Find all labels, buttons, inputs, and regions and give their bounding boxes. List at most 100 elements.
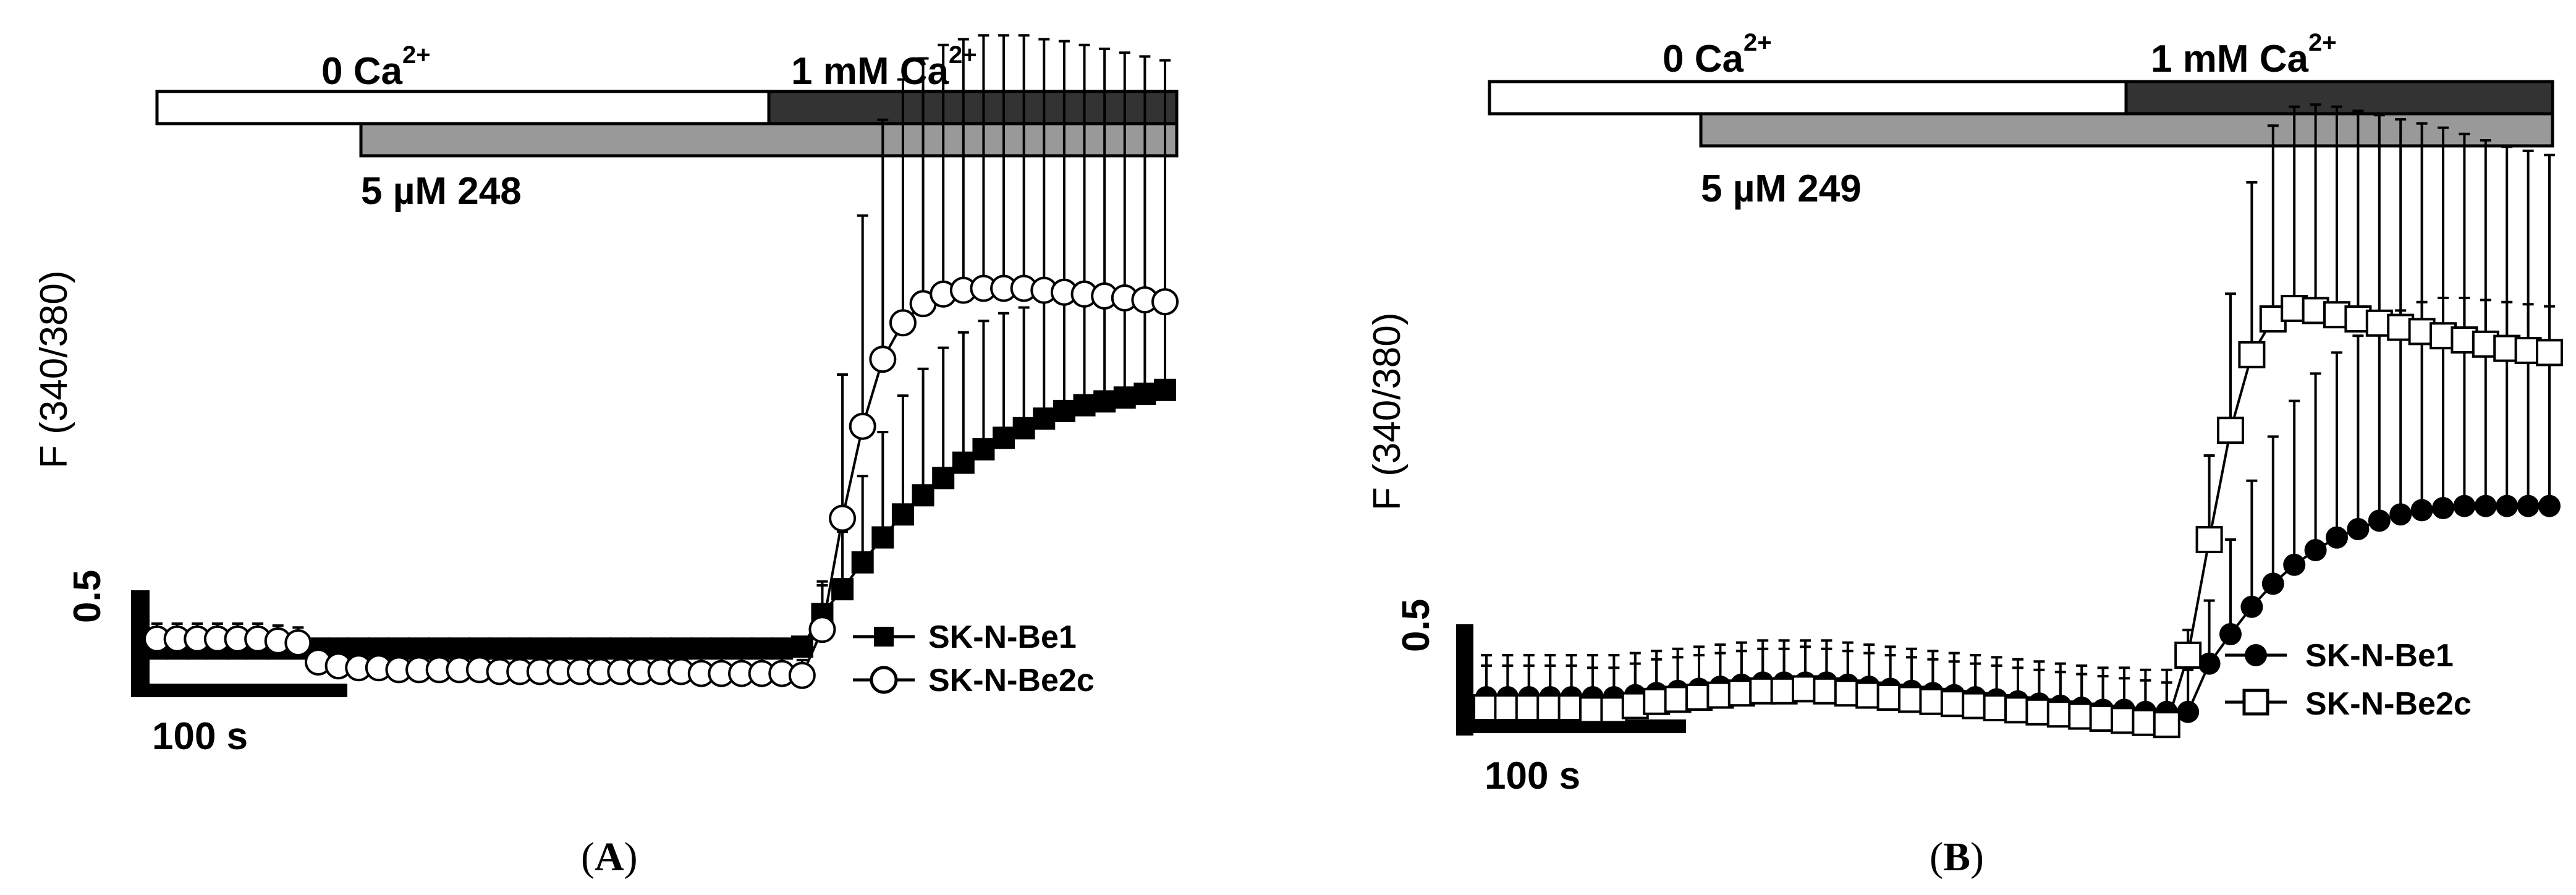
legend-label-be1: SK-N-Be1 <box>2305 638 2454 674</box>
data-point <box>2536 339 2563 367</box>
data-point <box>851 551 874 574</box>
data-point <box>2474 494 2497 517</box>
y-axis-label: F (340/380) <box>1366 312 1409 511</box>
legend-label-be1: SK-N-Be1 <box>928 619 1077 655</box>
zero-calcium-bar <box>1488 80 2128 116</box>
data-point <box>1012 417 1035 439</box>
panel-a: 0 Ca2+ 1 mM Ca2+ 5 µM 248 F (340/380) 0.… <box>33 34 1179 880</box>
data-point <box>829 504 857 532</box>
markers-sk-n-be2c <box>1473 295 2563 739</box>
data-point <box>2410 499 2433 522</box>
data-point <box>509 637 532 660</box>
data-point <box>2517 494 2540 517</box>
data-point <box>2177 700 2200 723</box>
data-point <box>1154 378 1176 401</box>
data-point <box>1113 386 1136 409</box>
data-point <box>2432 497 2454 519</box>
legend-label-be2c: SK-N-Be2c <box>2305 686 2472 722</box>
compound-label: 5 µM 249 <box>1701 168 1862 210</box>
legend-label-be2c: SK-N-Be2c <box>928 663 1095 698</box>
plot-area-a <box>143 34 1179 689</box>
data-point <box>993 426 1015 449</box>
data-point <box>889 309 917 337</box>
compound-bar <box>359 122 1179 158</box>
vertical-scale-label: 0.5 <box>66 570 109 623</box>
data-point <box>468 637 491 660</box>
data-point <box>2538 494 2561 517</box>
data-point <box>808 616 836 643</box>
vertical-scale-label: 0.5 <box>1395 599 1438 652</box>
zero-calcium-label: 0 Ca2+ <box>1663 29 1772 80</box>
data-point <box>1073 394 1096 417</box>
data-point <box>2153 711 2180 739</box>
data-point <box>710 637 733 660</box>
data-point <box>428 637 451 660</box>
panel-label-a: (A) <box>581 834 638 880</box>
data-point <box>2368 509 2391 532</box>
data-point <box>932 467 955 490</box>
zero-calcium-bar <box>155 90 771 125</box>
panel-label-b: (B) <box>1930 834 1984 880</box>
data-point <box>788 661 816 689</box>
data-point <box>891 503 914 526</box>
legend-marker-be2c <box>870 666 898 694</box>
horizontal-scale-label: 100 s <box>152 715 248 758</box>
data-point <box>2496 494 2519 517</box>
data-point <box>730 637 753 660</box>
data-point <box>1033 407 1056 430</box>
data-point <box>284 629 312 656</box>
data-point <box>2195 526 2223 553</box>
data-point <box>952 451 975 474</box>
data-point <box>629 637 652 660</box>
data-point <box>569 637 592 660</box>
data-point <box>869 346 897 373</box>
one-mm-calcium-label: 1 mM Ca2+ <box>2151 29 2337 80</box>
data-point <box>2347 518 2370 540</box>
data-point <box>549 637 572 660</box>
data-point <box>2174 642 2202 669</box>
legend-marker-be2c <box>2242 689 2269 716</box>
data-point <box>408 637 431 660</box>
data-point <box>871 526 894 549</box>
data-point <box>2304 539 2327 561</box>
horizontal-scale-bar <box>131 684 347 697</box>
data-point <box>650 637 672 660</box>
markers-sk-n-be2c <box>143 274 1179 689</box>
data-point <box>670 637 693 660</box>
data-point <box>690 637 713 660</box>
data-point <box>2453 494 2476 517</box>
data-point <box>2198 652 2221 675</box>
data-point <box>2283 553 2306 576</box>
data-point <box>1053 399 1075 422</box>
horizontal-scale-bar <box>1456 719 1686 733</box>
plot-area-b <box>1473 103 2563 739</box>
data-point <box>2326 526 2348 549</box>
data-point <box>2217 417 2244 444</box>
legend-marker-be1 <box>2245 644 2267 666</box>
data-point <box>831 578 854 601</box>
vertical-scale-bar <box>1456 624 1473 736</box>
one-mm-calcium-bar <box>767 90 1179 125</box>
compound-bar <box>1699 112 2554 148</box>
data-point <box>1151 288 1179 316</box>
legend-marker-be1 <box>874 627 894 647</box>
one-mm-calcium-bar <box>2124 80 2554 116</box>
data-point <box>2261 572 2284 595</box>
data-point <box>1093 390 1116 413</box>
data-point <box>589 637 612 660</box>
data-point <box>849 412 876 440</box>
data-point <box>2238 341 2266 368</box>
error-bars-sk-n-be2c <box>1481 103 2555 725</box>
data-point <box>2389 503 2412 526</box>
data-point <box>388 637 410 660</box>
data-point <box>1133 383 1156 405</box>
y-axis-label: F (340/380) <box>33 270 75 469</box>
data-point <box>912 484 934 507</box>
data-point <box>448 637 471 660</box>
data-point <box>972 438 995 460</box>
compound-label: 5 µM 248 <box>361 170 522 213</box>
data-point <box>750 637 773 660</box>
panel-b: 0 Ca2+ 1 mM Ca2+ 5 µM 249 F (340/380) 0.… <box>1366 29 2563 880</box>
data-point <box>528 637 551 660</box>
